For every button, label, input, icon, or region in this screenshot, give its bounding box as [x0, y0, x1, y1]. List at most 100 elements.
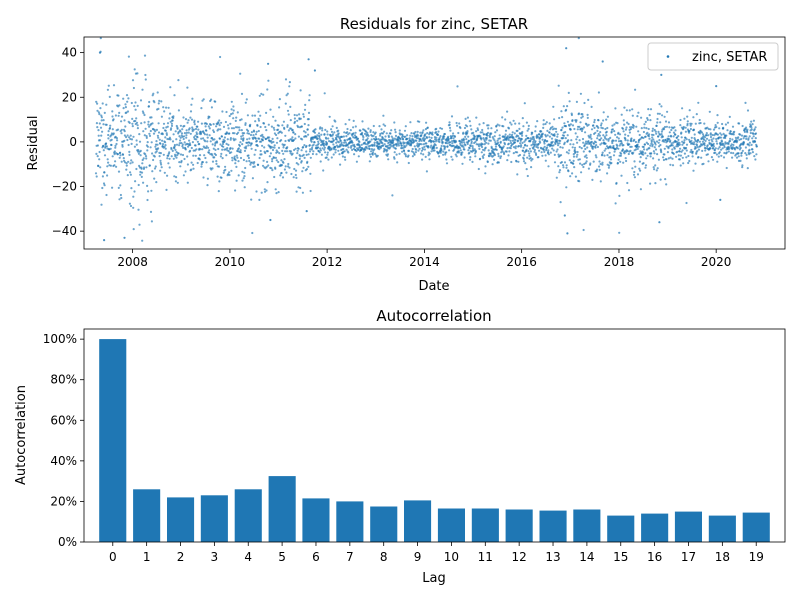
residual-point: [261, 133, 264, 136]
residual-point: [310, 148, 313, 151]
residual-point: [563, 161, 567, 164]
residual-point: [297, 135, 300, 138]
residual-point: [102, 149, 105, 152]
lag-tick-label: 11: [478, 550, 493, 564]
residual-point: [253, 114, 257, 117]
residual-point: [505, 138, 508, 142]
residual-point: [452, 144, 455, 147]
residual-point: [461, 141, 464, 144]
residual-point: [450, 115, 454, 118]
residual-point: [557, 84, 560, 87]
residual-point: [428, 136, 431, 139]
residual-point: [737, 152, 740, 155]
residual-point: [716, 160, 719, 163]
residual-point: [107, 84, 110, 87]
residual-point: [173, 94, 176, 97]
residual-point: [149, 129, 152, 133]
residual-point: [371, 151, 375, 154]
residual-point: [194, 134, 197, 137]
residual-point: [137, 152, 140, 155]
residual-point: [565, 164, 568, 167]
residual-point: [197, 128, 200, 131]
acf-bar-lag-4: [234, 489, 262, 542]
residual-point: [623, 106, 626, 109]
residual-point: [652, 166, 655, 169]
residual-point: [97, 134, 100, 137]
residual-point: [483, 138, 486, 141]
residual-point: [139, 154, 142, 157]
residual-point: [258, 198, 261, 201]
residual-point: [511, 139, 514, 142]
residual-point: [282, 120, 285, 123]
residual-point: [503, 152, 506, 156]
residual-point: [616, 144, 619, 147]
residual-point: [532, 135, 535, 139]
residual-point: [293, 117, 296, 120]
residual-point: [590, 140, 593, 143]
residual-point: [251, 177, 254, 180]
residual-point: [663, 147, 666, 150]
residual-point: [609, 158, 613, 161]
residual-point: [284, 102, 287, 105]
residual-point: [123, 236, 126, 239]
residual-point: [741, 166, 744, 169]
residual-point: [667, 121, 671, 124]
residual-point: [698, 140, 702, 143]
residual-point: [272, 126, 275, 129]
residual-point: [679, 118, 682, 122]
residual-point: [651, 143, 654, 146]
residual-point: [130, 187, 133, 190]
residual-point: [732, 133, 735, 136]
residual-point: [153, 155, 156, 158]
residual-point: [216, 141, 219, 144]
residual-point: [435, 127, 438, 130]
residual-point: [691, 155, 694, 158]
residual-point: [164, 129, 167, 132]
residual-point: [172, 116, 175, 120]
residual-point: [224, 165, 227, 168]
residual-point: [613, 123, 616, 126]
residual-point: [244, 147, 248, 150]
residual-point: [293, 120, 297, 123]
residual-point: [261, 164, 265, 167]
residual-point: [424, 137, 427, 140]
residual-point: [348, 118, 351, 121]
residual-point: [522, 160, 526, 163]
residual-point: [127, 55, 130, 58]
residual-point: [189, 149, 192, 152]
residual-point: [294, 169, 298, 172]
residual-point: [559, 154, 563, 157]
residual-point: [304, 131, 307, 134]
residual-point: [575, 138, 578, 141]
residual-point: [624, 133, 627, 136]
residual-point: [161, 143, 165, 146]
residual-point: [114, 144, 117, 147]
residual-point: [233, 155, 236, 158]
residual-point: [190, 168, 193, 171]
residual-point: [256, 144, 259, 148]
residual-point: [418, 140, 421, 143]
residual-point: [548, 135, 552, 138]
residual-point: [284, 165, 287, 168]
residual-point: [608, 164, 611, 167]
residual-point: [285, 150, 289, 153]
lag-tick-label: 8: [380, 550, 388, 564]
residual-point: [581, 113, 584, 116]
residual-point: [750, 128, 753, 131]
residual-point: [690, 139, 693, 142]
residual-point: [271, 148, 275, 152]
residual-point: [597, 126, 600, 129]
residual-point: [575, 100, 579, 103]
residual-point: [475, 116, 478, 119]
residual-point: [120, 196, 123, 200]
residual-point: [227, 143, 230, 146]
residual-point: [229, 122, 232, 125]
acf-bar-lag-6: [302, 498, 330, 542]
residual-point: [129, 134, 132, 137]
residual-point: [457, 131, 460, 135]
residual-point: [483, 153, 486, 156]
residual-point: [565, 108, 568, 111]
residual-point: [605, 134, 608, 137]
residual-point: [120, 160, 123, 163]
residual-point: [284, 134, 287, 137]
